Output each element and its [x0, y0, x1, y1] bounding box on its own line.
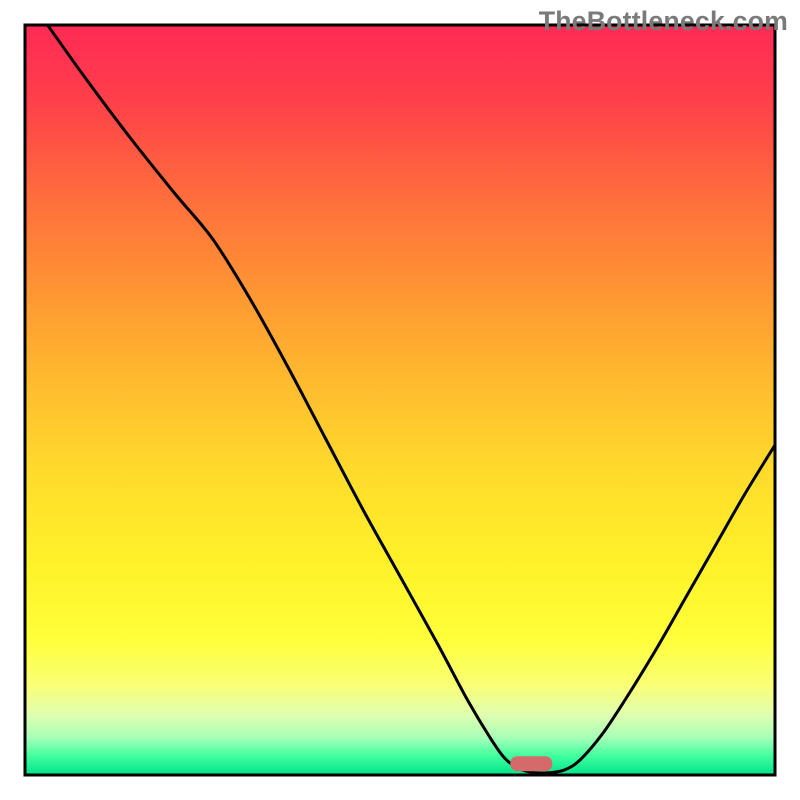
chart-svg	[0, 0, 800, 800]
gradient-background	[25, 25, 775, 775]
optimal-marker	[510, 756, 552, 771]
chart-root: TheBottleneck.com	[0, 0, 800, 800]
watermark-text: TheBottleneck.com	[539, 6, 788, 37]
